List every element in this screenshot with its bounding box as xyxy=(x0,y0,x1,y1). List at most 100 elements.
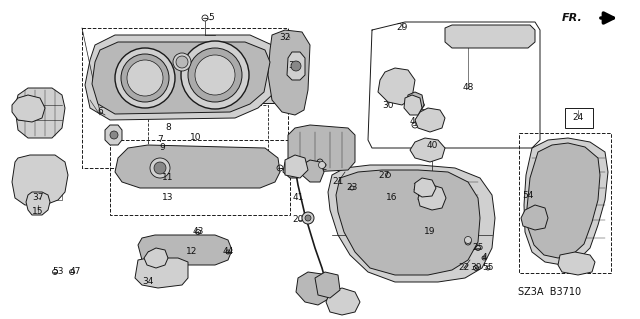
Text: 30: 30 xyxy=(382,100,394,109)
Text: SZ3A  B3710: SZ3A B3710 xyxy=(518,287,581,297)
Polygon shape xyxy=(288,125,355,172)
Text: 48: 48 xyxy=(462,84,474,93)
Text: 51: 51 xyxy=(147,250,157,259)
Text: 9: 9 xyxy=(159,144,165,152)
Bar xyxy=(565,108,593,128)
Circle shape xyxy=(188,48,242,102)
Text: 44: 44 xyxy=(222,248,234,256)
Circle shape xyxy=(110,131,118,139)
Polygon shape xyxy=(296,272,332,305)
Text: 6: 6 xyxy=(97,108,103,116)
Text: 15: 15 xyxy=(32,207,44,217)
Polygon shape xyxy=(15,88,65,138)
Polygon shape xyxy=(138,235,232,265)
Polygon shape xyxy=(527,143,600,258)
Polygon shape xyxy=(415,108,445,132)
Text: 53: 53 xyxy=(52,268,64,277)
Circle shape xyxy=(195,55,235,95)
Circle shape xyxy=(305,215,311,221)
Bar xyxy=(82,28,288,168)
Polygon shape xyxy=(268,30,310,115)
Polygon shape xyxy=(445,25,535,48)
Text: 50: 50 xyxy=(416,194,428,203)
Text: 20: 20 xyxy=(292,216,304,225)
Text: 21: 21 xyxy=(332,177,344,187)
Text: 18: 18 xyxy=(287,164,299,173)
Text: 47: 47 xyxy=(69,268,81,277)
Text: 5: 5 xyxy=(208,13,214,23)
Text: 8: 8 xyxy=(165,123,171,132)
Polygon shape xyxy=(12,155,68,205)
Text: 35: 35 xyxy=(222,48,234,56)
Bar xyxy=(242,158,270,176)
Circle shape xyxy=(319,161,326,168)
Polygon shape xyxy=(418,185,446,210)
Polygon shape xyxy=(410,138,445,162)
Text: 19: 19 xyxy=(424,227,436,236)
Text: 42: 42 xyxy=(232,80,244,90)
Polygon shape xyxy=(92,42,270,114)
Text: 38: 38 xyxy=(412,183,424,192)
Circle shape xyxy=(127,60,163,96)
Polygon shape xyxy=(336,170,480,275)
Text: 12: 12 xyxy=(186,248,198,256)
Polygon shape xyxy=(135,258,188,288)
Circle shape xyxy=(173,53,191,71)
Text: 40: 40 xyxy=(426,140,438,150)
Polygon shape xyxy=(315,272,340,298)
Text: 16: 16 xyxy=(387,194,397,203)
Text: 46: 46 xyxy=(410,117,420,127)
Text: 55: 55 xyxy=(483,263,493,272)
Text: 14: 14 xyxy=(16,110,28,120)
Text: FR.: FR. xyxy=(563,13,583,23)
Text: 37: 37 xyxy=(32,194,44,203)
Text: 29: 29 xyxy=(396,24,408,33)
Text: 43: 43 xyxy=(192,227,204,236)
Circle shape xyxy=(115,48,175,108)
Circle shape xyxy=(465,236,472,243)
Text: 24: 24 xyxy=(572,114,584,122)
Polygon shape xyxy=(12,95,45,122)
Text: 34: 34 xyxy=(142,278,154,286)
Bar xyxy=(180,158,235,180)
Circle shape xyxy=(302,212,314,224)
Circle shape xyxy=(181,41,249,109)
Text: 52: 52 xyxy=(316,164,328,173)
Text: 3: 3 xyxy=(307,167,313,176)
Bar xyxy=(519,133,611,273)
Bar xyxy=(20,162,62,200)
Polygon shape xyxy=(404,95,422,115)
Text: 25: 25 xyxy=(472,243,484,253)
Text: 45: 45 xyxy=(406,98,418,107)
Bar xyxy=(110,140,290,215)
Text: 7: 7 xyxy=(157,136,163,145)
Text: 49: 49 xyxy=(106,130,118,139)
Circle shape xyxy=(154,162,166,174)
Polygon shape xyxy=(521,205,548,230)
Text: 27: 27 xyxy=(378,170,390,180)
Text: 28: 28 xyxy=(300,280,312,290)
Polygon shape xyxy=(285,155,308,178)
Text: 36: 36 xyxy=(227,61,237,70)
Text: 41: 41 xyxy=(292,194,304,203)
Bar xyxy=(248,55,276,103)
Text: 33: 33 xyxy=(288,61,300,70)
Polygon shape xyxy=(85,35,278,120)
Circle shape xyxy=(176,56,188,68)
Text: 11: 11 xyxy=(163,174,173,182)
Circle shape xyxy=(121,54,169,102)
Text: 10: 10 xyxy=(190,133,202,143)
Polygon shape xyxy=(524,138,608,265)
Polygon shape xyxy=(287,52,305,80)
Text: 32: 32 xyxy=(279,33,291,42)
Polygon shape xyxy=(144,248,168,268)
Polygon shape xyxy=(115,145,280,188)
Bar xyxy=(282,35,290,60)
Polygon shape xyxy=(414,178,436,197)
Text: 13: 13 xyxy=(163,194,173,203)
Text: 54: 54 xyxy=(522,190,534,199)
Polygon shape xyxy=(558,252,595,275)
Polygon shape xyxy=(328,165,495,282)
Text: 4: 4 xyxy=(481,254,487,263)
Text: 1: 1 xyxy=(427,114,433,122)
